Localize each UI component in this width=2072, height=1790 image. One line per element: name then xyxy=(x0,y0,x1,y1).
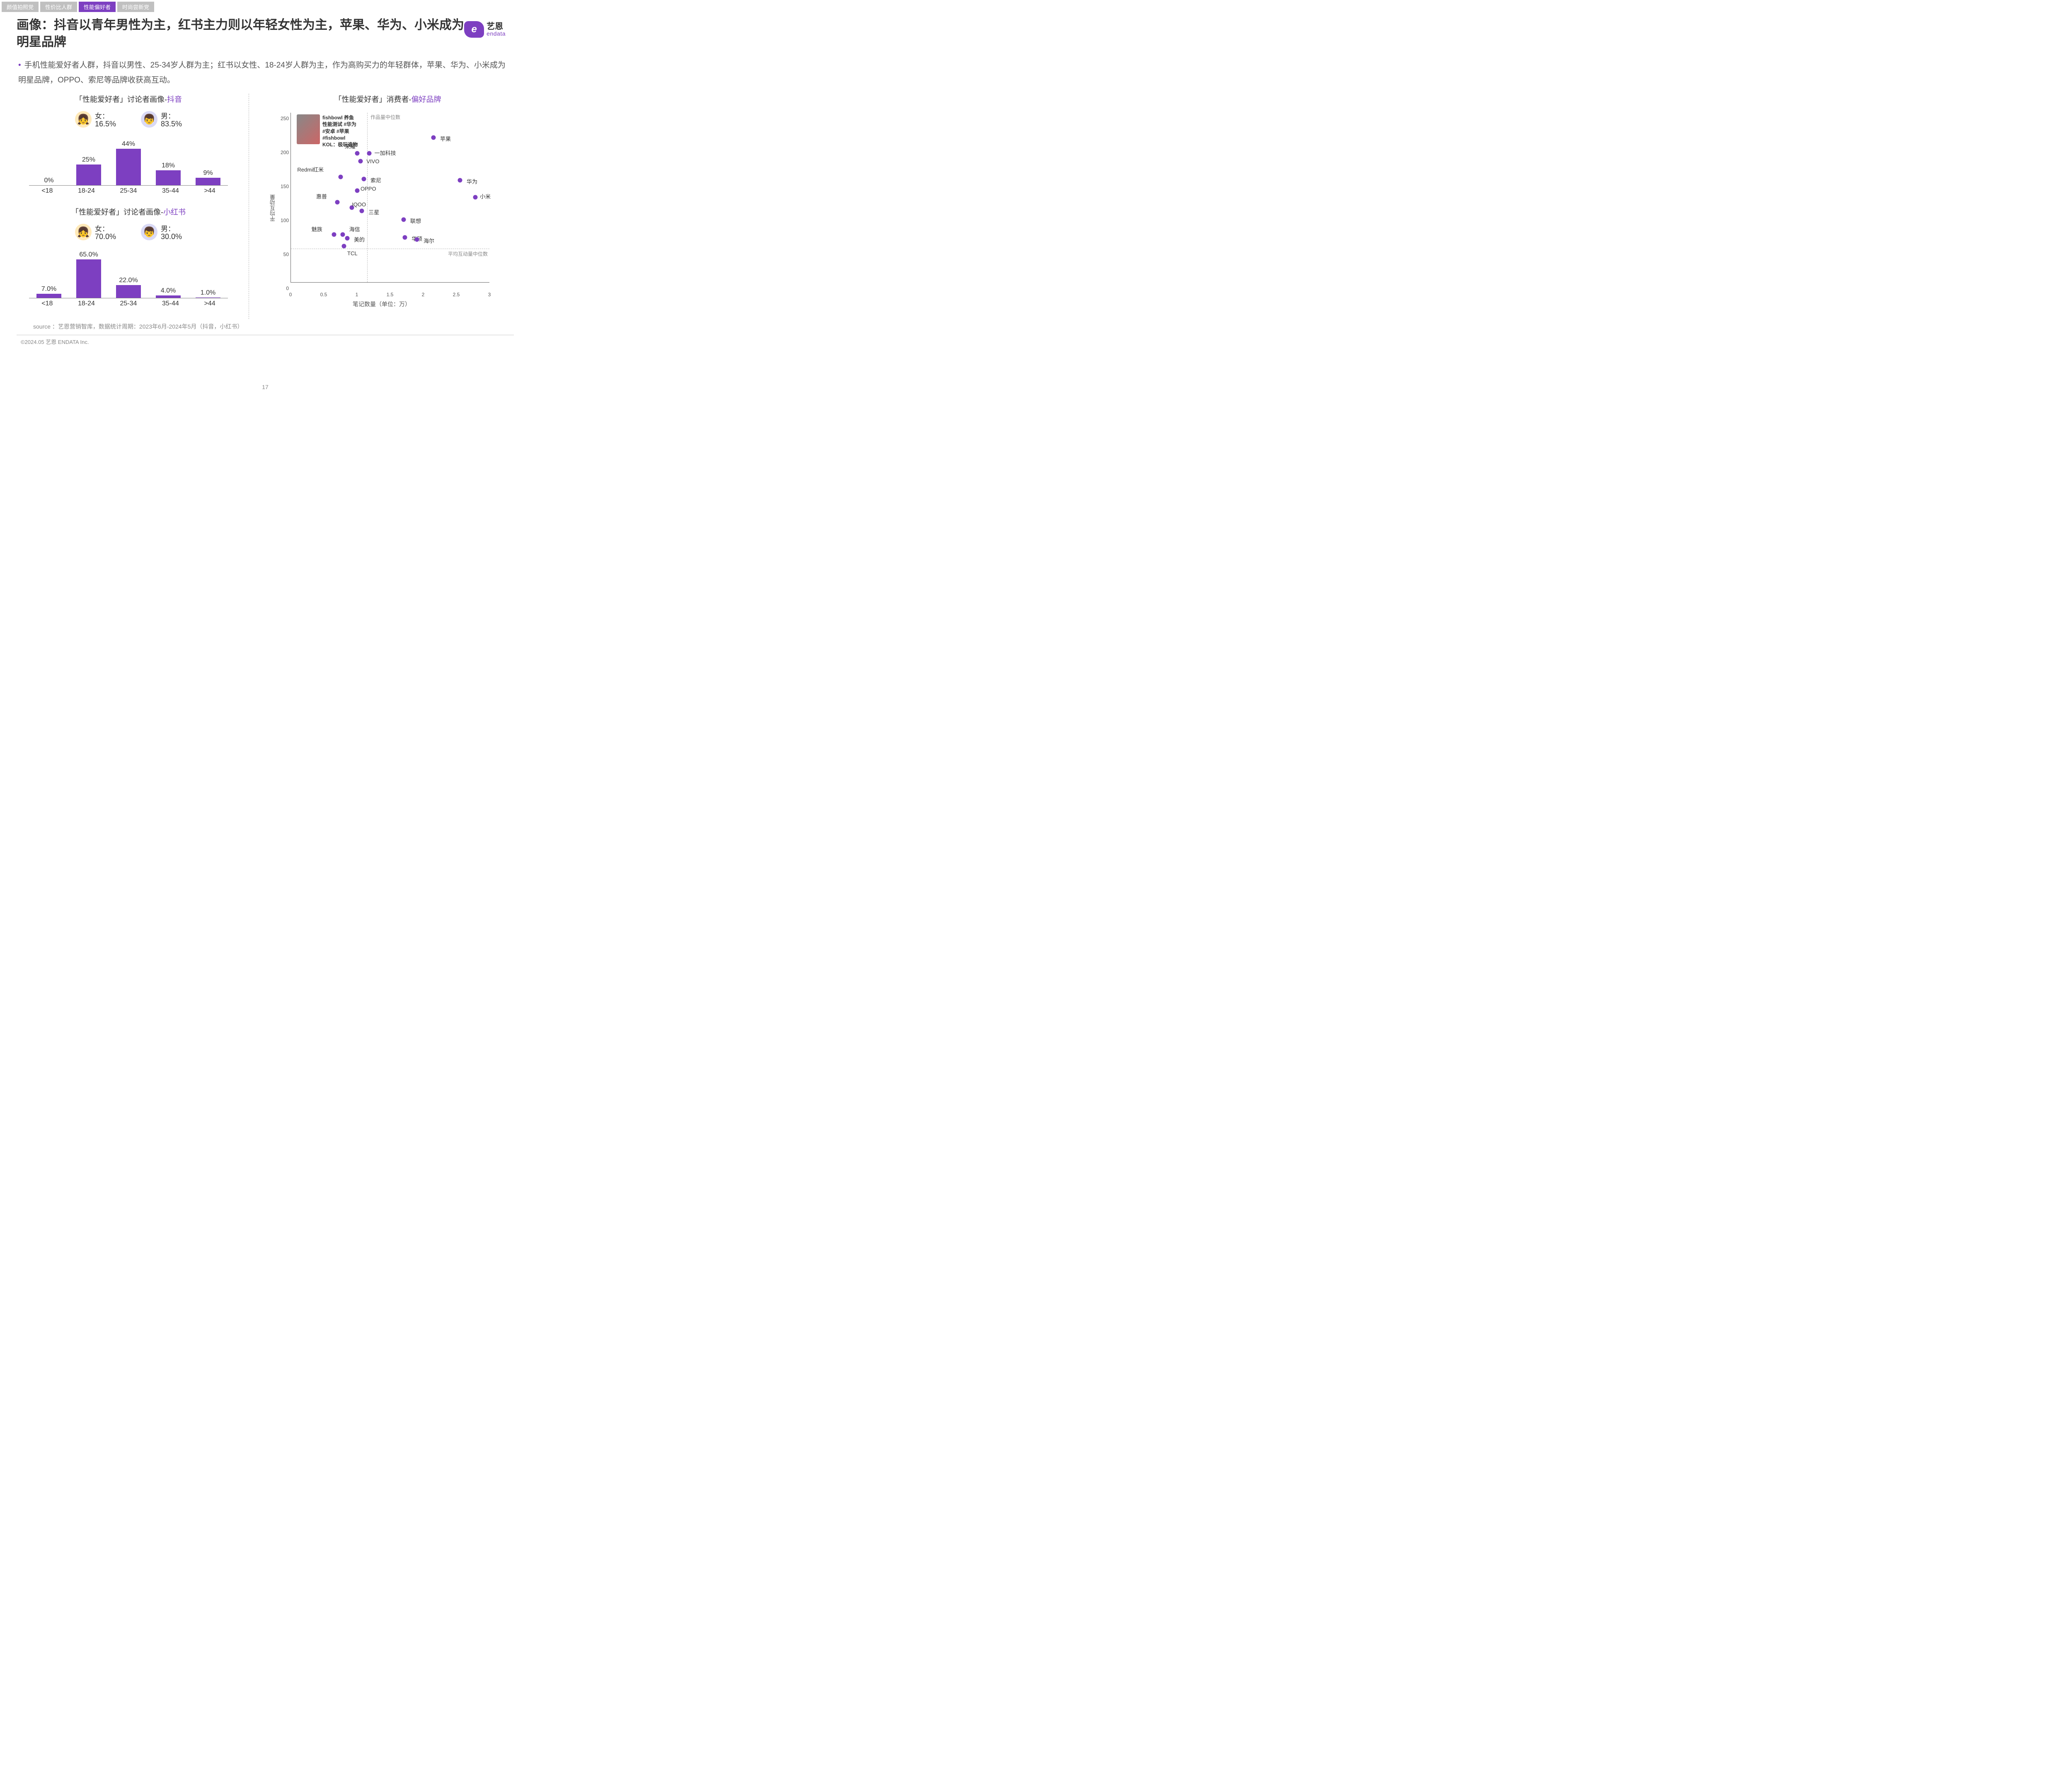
tab-0[interactable]: 颜值拍照党 xyxy=(2,2,39,12)
scatter-point xyxy=(358,159,363,164)
page-number: 17 xyxy=(262,384,269,390)
logo-icon: e xyxy=(464,21,484,38)
scatter-point xyxy=(402,218,406,222)
logo: e 艺恩 endata xyxy=(464,21,506,38)
scatter-point xyxy=(355,188,360,193)
scatter-point xyxy=(355,151,360,155)
male-icon: 👦 xyxy=(141,224,157,240)
scatter-point xyxy=(431,135,436,140)
logo-cn: 艺恩 xyxy=(487,22,506,31)
tabs: 颜值拍照党性价比人群性能偏好者时尚尝新党 xyxy=(0,0,530,12)
tab-2[interactable]: 性能偏好者 xyxy=(79,2,116,12)
scatter-point xyxy=(403,235,407,239)
female-icon: 👧 xyxy=(75,224,92,240)
scatter-point xyxy=(345,236,350,240)
logo-en: endata xyxy=(487,31,506,36)
scatter-point xyxy=(342,244,346,249)
copyright: ©2024.05 艺恩 ENDATA Inc. xyxy=(21,338,89,346)
male-icon: 👦 xyxy=(141,111,157,128)
scatter-point xyxy=(339,175,343,179)
tab-3[interactable]: 时尚尝新党 xyxy=(117,2,154,12)
female-icon: 👧 xyxy=(75,111,92,128)
scatter-point xyxy=(340,232,345,237)
callout-card: fishbowl 养鱼性能测试 #华为#安卓 #苹果#fishbowlKOL：极… xyxy=(297,114,380,148)
scatter-point xyxy=(473,195,477,200)
bar-chart-xhs: 「性能爱好者」讨论者画像-小红书👧女：70.0%👦男：30.0%7.0%65.0… xyxy=(17,206,240,307)
bar-chart-douyin: 「性能爱好者」讨论者画像-抖音👧女：16.5%👦男：83.5%0%25%44%1… xyxy=(17,94,240,195)
scatter-point xyxy=(458,178,462,183)
scatter-point xyxy=(335,200,340,204)
tab-1[interactable]: 性价比人群 xyxy=(40,2,77,12)
scatter-point xyxy=(360,209,364,213)
scatter-point xyxy=(332,232,336,237)
scatter-point xyxy=(367,151,371,155)
page-title: 画像：抖音以青年男性为主，红书主力则以年轻女性为主，苹果、华为、小米成为明星品牌 xyxy=(17,17,464,51)
scatter-point xyxy=(415,237,419,242)
source-note: source ：艺恩营销智库，数据统计周期：2023年6月-2024年5月（抖音… xyxy=(0,319,530,331)
scatter-title: 「性能爱好者」消费者-偏好品牌 xyxy=(261,94,514,104)
scatter-chart: 作品量中位数平均互动量中位数苹果华为小米一加科技荣耀VIVORedmi红米索尼O… xyxy=(266,109,498,307)
summary-bullet: •手机性能爱好者人群，抖音以男性、25-34岁人群为主；红书以女性、18-24岁… xyxy=(0,54,530,90)
scatter-point xyxy=(362,177,366,181)
